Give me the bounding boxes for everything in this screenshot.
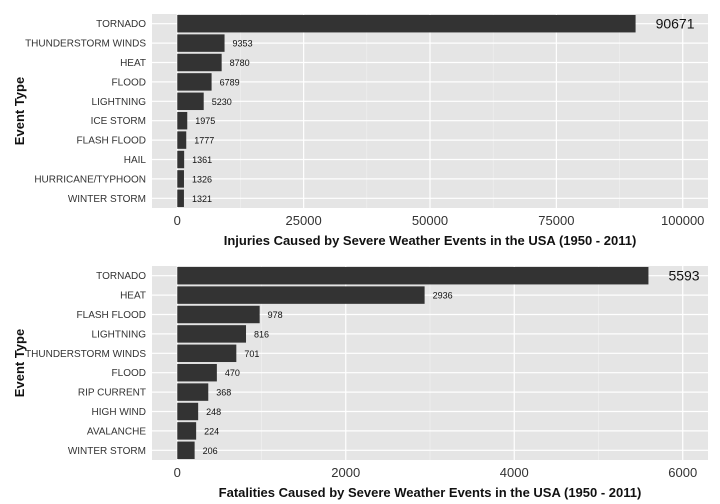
bar	[177, 266, 649, 285]
category-label: WINTER STORM	[68, 194, 146, 205]
category-label: TORNADO	[96, 271, 146, 282]
injuries-chart: TORNADO THUNDERSTORM WINDS HEAT FLOOD LIGHTN…	[12, 14, 708, 248]
value-label: 368	[216, 388, 231, 398]
category-label: HAIL	[124, 155, 147, 166]
category-label: TORNADO	[96, 19, 146, 30]
value-label: 1361	[192, 155, 212, 165]
x-tick-labels: 0 2000 4000 6000	[174, 465, 698, 480]
bar	[177, 305, 260, 324]
x-tick-label: 0	[174, 465, 181, 480]
category-label: HIGH WIND	[92, 407, 146, 418]
x-tick-label: 50000	[412, 213, 448, 228]
bar	[177, 14, 636, 33]
category-label: LIGHTNING	[92, 97, 147, 108]
category-label: RIP CURRENT	[78, 388, 146, 399]
category-label: LIGHTNING	[92, 329, 147, 340]
category-label: ICE STORM	[91, 116, 146, 127]
x-tick-label: 2000	[331, 465, 360, 480]
bar	[177, 53, 222, 72]
value-label: 224	[204, 426, 219, 436]
category-labels: TORNADO HEAT FLASH FLOOD LIGHTNING THUNDERST…	[25, 271, 146, 457]
x-axis-label: Injuries Caused by Severe Weather Events…	[224, 233, 637, 248]
value-label: 6789	[220, 77, 240, 87]
category-label: FLASH FLOOD	[77, 136, 146, 147]
bar	[177, 441, 195, 460]
y-axis-label: Event Type	[12, 77, 27, 145]
value-label: 5593	[668, 268, 699, 284]
bar	[177, 422, 197, 440]
x-tick-label: 0	[174, 213, 181, 228]
value-label: 701	[244, 349, 259, 359]
category-label: THUNDERSTORM WINDS	[25, 349, 146, 360]
bar	[177, 131, 187, 149]
category-label: WINTER STORM	[68, 446, 146, 457]
value-label: 470	[225, 368, 240, 378]
value-label: 5230	[212, 97, 232, 107]
x-tick-labels: 0 25000 50000 75000 100000	[174, 213, 705, 228]
bars	[177, 14, 636, 208]
fatalities-chart: TORNADO HEAT FLASH FLOOD LIGHTNING THUNDERST…	[12, 266, 708, 500]
bar	[177, 325, 247, 343]
x-tick-label: 75000	[538, 213, 574, 228]
category-label: HURRICANE/TYPHOON	[34, 174, 146, 185]
value-labels: 5593 2936 978 816 701 470 368 248 224 206	[203, 268, 700, 456]
bar	[177, 111, 188, 130]
value-label: 206	[203, 446, 218, 456]
bar	[177, 383, 209, 401]
bar	[177, 34, 225, 52]
bar	[177, 363, 217, 382]
value-label: 90671	[656, 16, 695, 32]
value-labels: 90671 9353 8780 6789 5230 1975 1777 1361 1326 132…	[192, 16, 695, 204]
x-tick-label: 4000	[500, 465, 529, 480]
value-label: 978	[268, 310, 283, 320]
category-label: AVALANCHE	[87, 426, 146, 437]
category-label: FLOOD	[112, 77, 146, 88]
value-label: 816	[254, 329, 269, 339]
value-label: 1975	[195, 116, 215, 126]
value-label: 8780	[230, 58, 250, 68]
bar	[177, 402, 199, 421]
value-label: 248	[206, 407, 221, 417]
bars	[177, 266, 649, 460]
x-tick-label: 25000	[286, 213, 322, 228]
x-tick-label: 6000	[668, 465, 697, 480]
category-label: FLASH FLOOD	[77, 310, 146, 321]
bar	[177, 92, 204, 111]
value-label: 1777	[194, 136, 214, 146]
bar	[177, 150, 185, 169]
category-label: FLOOD	[112, 368, 146, 379]
x-tick-label: 100000	[661, 213, 704, 228]
value-label: 2936	[433, 291, 453, 301]
category-label: HEAT	[120, 58, 146, 69]
bar	[177, 286, 425, 304]
value-label: 1326	[192, 174, 212, 184]
category-label: HEAT	[120, 291, 146, 302]
x-axis-label: Fatalities Caused by Severe Weather Even…	[219, 485, 642, 500]
category-label: THUNDERSTORM WINDS	[25, 39, 146, 50]
bar	[177, 344, 237, 363]
bar	[177, 73, 212, 91]
y-axis-label: Event Type	[12, 329, 27, 397]
bar	[177, 189, 184, 208]
category-labels: TORNADO THUNDERSTORM WINDS HEAT FLOOD LIGHTN…	[25, 19, 146, 205]
value-label: 9353	[233, 39, 253, 49]
value-label: 1321	[192, 194, 212, 204]
bar	[177, 170, 184, 188]
